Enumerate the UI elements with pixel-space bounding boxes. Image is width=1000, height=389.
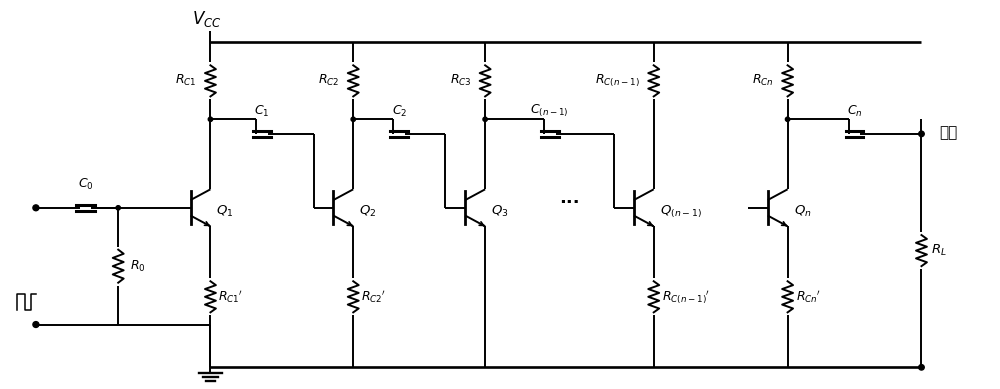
Text: $R_{C2}$: $R_{C2}$ [318, 73, 339, 88]
Text: $R_0$: $R_0$ [130, 259, 146, 274]
Circle shape [351, 117, 355, 121]
Text: $R_{C(n-1)}{'}$: $R_{C(n-1)}{'}$ [662, 288, 710, 306]
Text: $C_n$: $C_n$ [847, 104, 862, 119]
Text: $R_{C2}{'}$: $R_{C2}{'}$ [361, 289, 386, 305]
Circle shape [483, 117, 487, 121]
Circle shape [33, 205, 39, 211]
Text: $V_{CC}$: $V_{CC}$ [192, 9, 221, 29]
Circle shape [116, 206, 120, 210]
Text: $C_0$: $C_0$ [78, 177, 93, 192]
Text: $R_{Cn}$: $R_{Cn}$ [752, 73, 774, 88]
Circle shape [33, 322, 39, 328]
Text: $R_{C1}{'}$: $R_{C1}{'}$ [218, 289, 243, 305]
Text: $R_{C3}$: $R_{C3}$ [450, 73, 471, 88]
Text: $C_{(n-1)}$: $C_{(n-1)}$ [530, 103, 569, 119]
Text: $R_{C1}$: $R_{C1}$ [175, 73, 197, 88]
Text: $C_2$: $C_2$ [392, 104, 407, 119]
Text: $Q_{(n-1)}$: $Q_{(n-1)}$ [660, 203, 702, 220]
Text: ···: ··· [559, 194, 580, 212]
Text: $C_1$: $C_1$ [254, 104, 270, 119]
Text: $Q_1$: $Q_1$ [216, 204, 234, 219]
Circle shape [919, 131, 924, 137]
Text: $Q_2$: $Q_2$ [359, 204, 377, 219]
Circle shape [919, 364, 924, 370]
Text: $Q_n$: $Q_n$ [794, 204, 811, 219]
Text: $R_{C(n-1)}$: $R_{C(n-1)}$ [595, 73, 640, 89]
Text: 输出: 输出 [939, 125, 958, 140]
Text: $R_L$: $R_L$ [931, 243, 947, 258]
Circle shape [208, 117, 213, 121]
Text: $R_{Cn}{'}$: $R_{Cn}{'}$ [796, 289, 821, 305]
Text: $Q_3$: $Q_3$ [491, 204, 509, 219]
Circle shape [785, 117, 790, 121]
